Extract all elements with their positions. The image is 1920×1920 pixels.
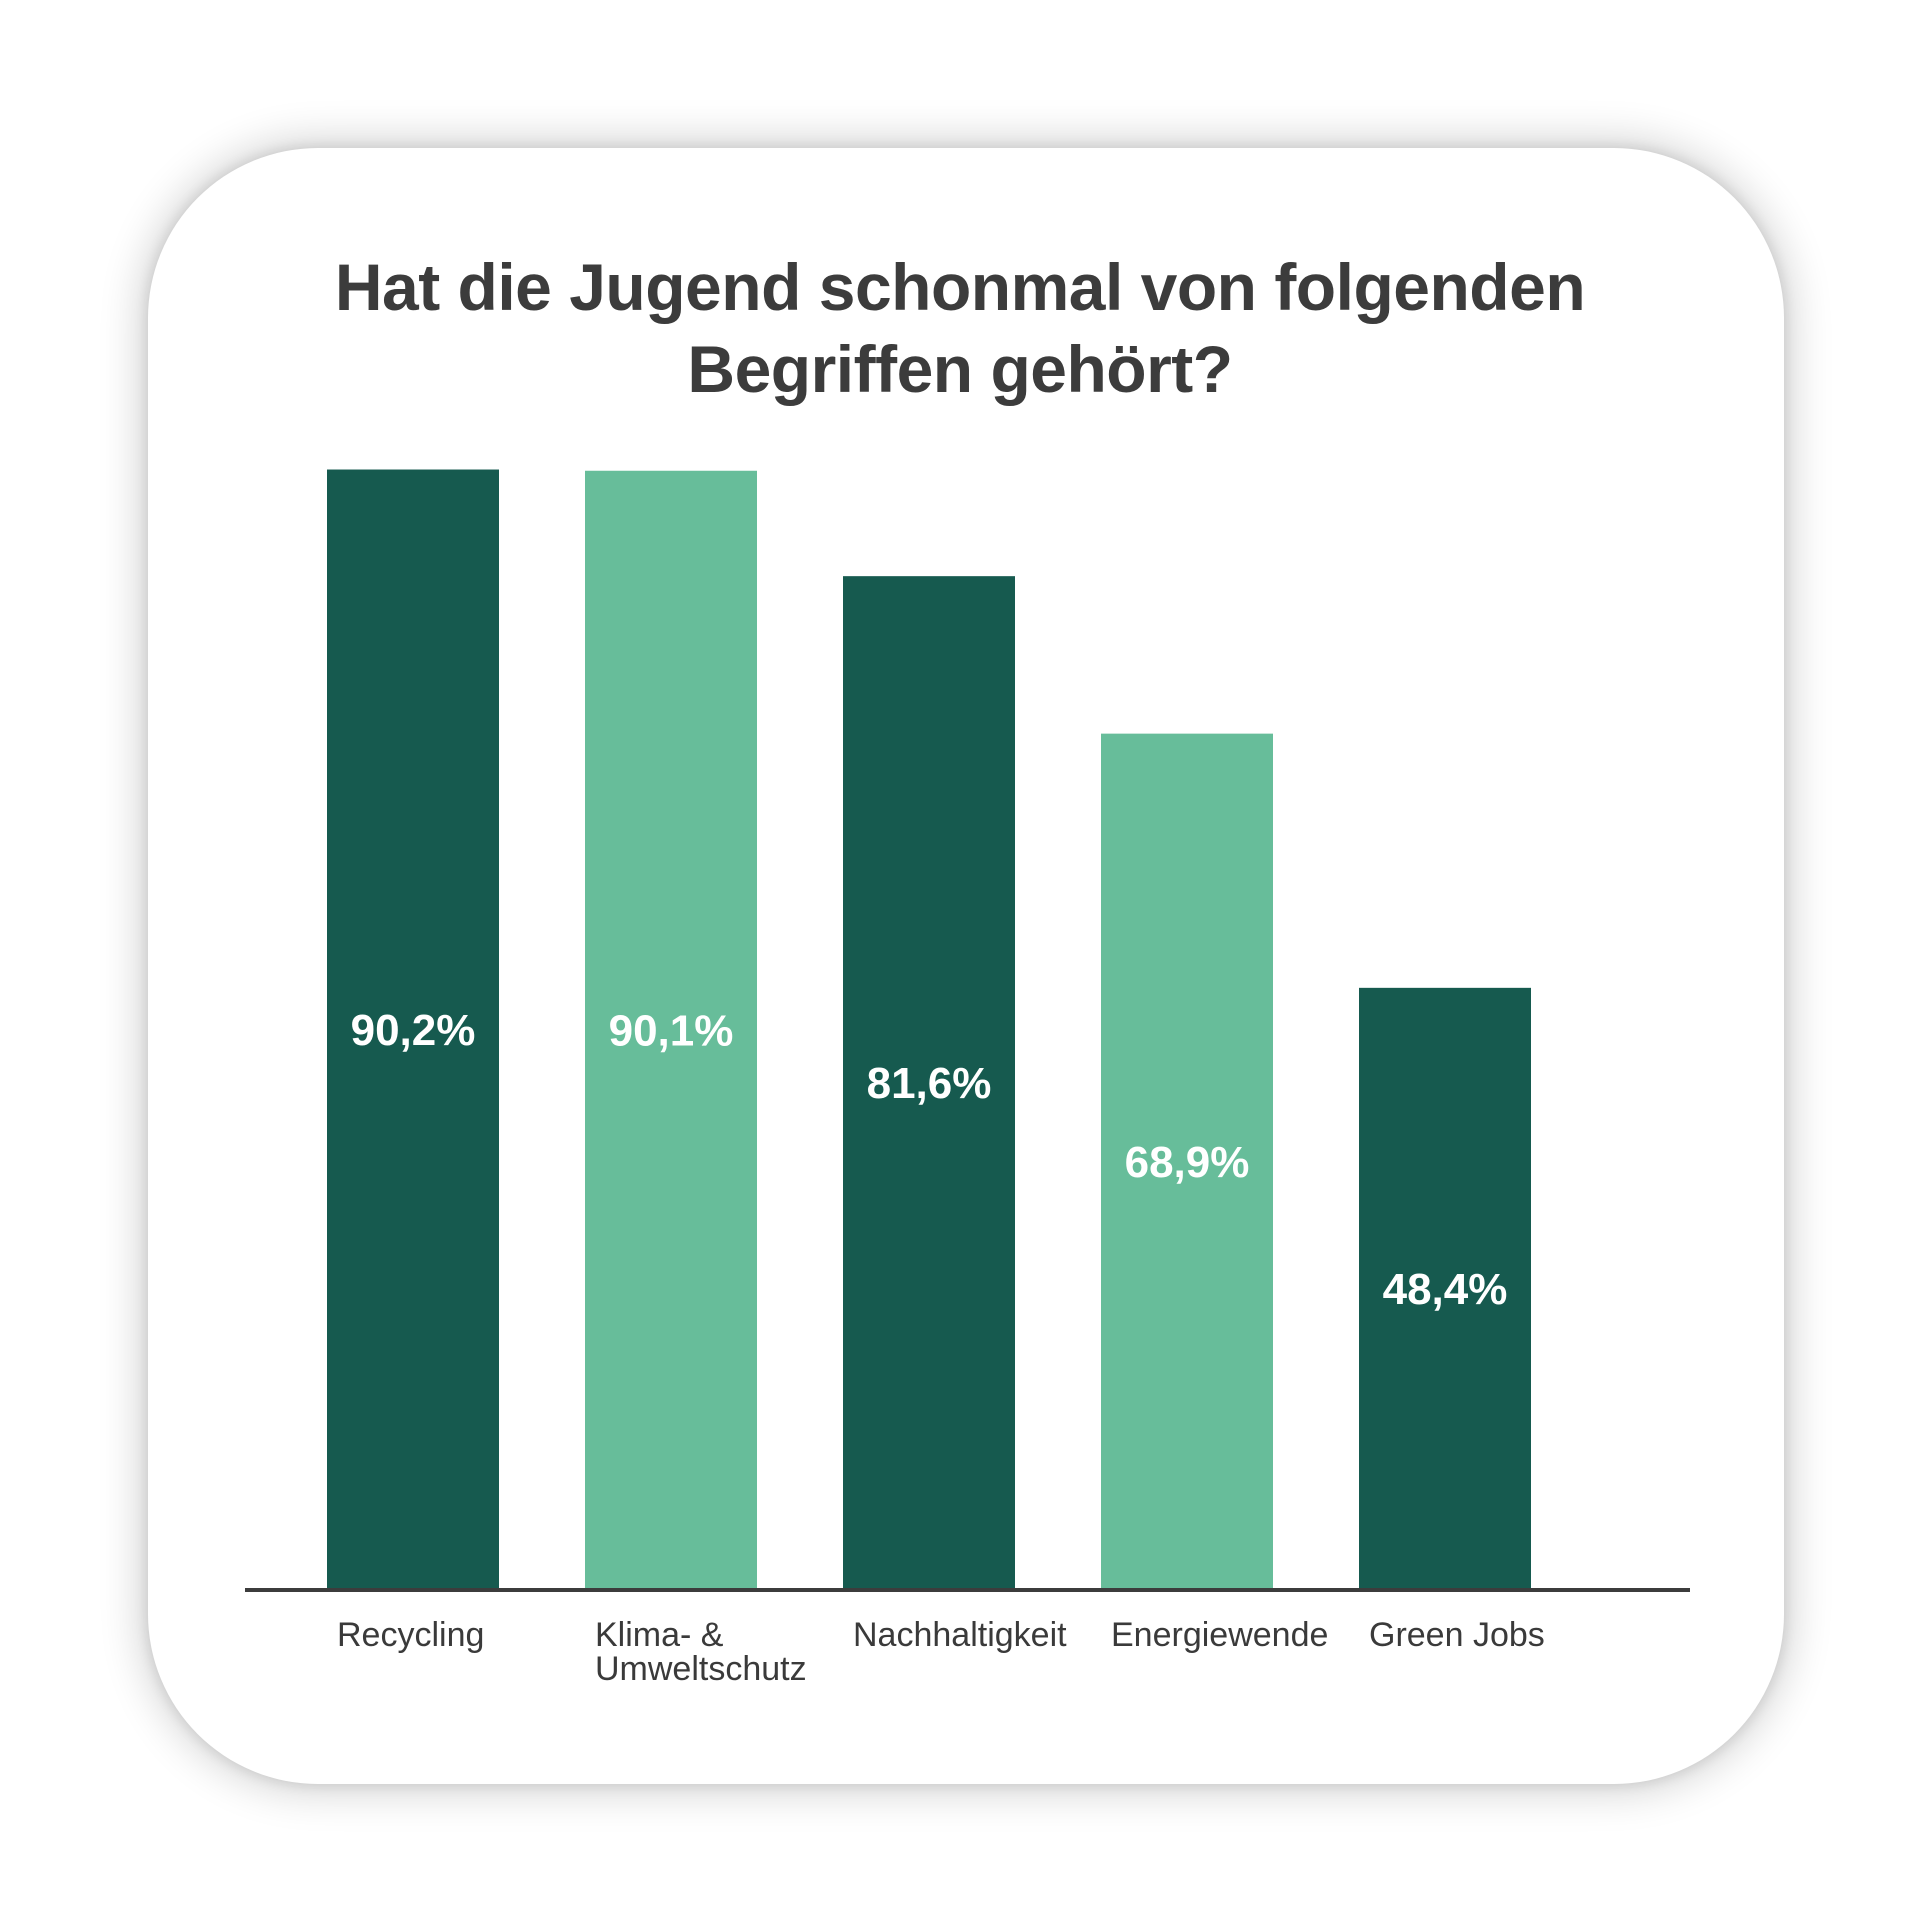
bar-value-label-1: 90,2% [351,1006,476,1055]
bars-group: 90,2% 90,1% 81,6% 68,9% 48,4% [327,469,1531,1588]
bar-value-label-4: 68,9% [1125,1138,1250,1187]
bar-1 [327,469,499,1588]
bar-value-label-5: 48,4% [1383,1265,1508,1314]
category-label-2-line-2: Umweltschutz [595,1650,807,1688]
bar-2 [585,470,757,1588]
chart-title: Hat die Jugend schonmal von folgenden Be… [334,250,1586,406]
bar-5 [1359,987,1531,1588]
category-label-2-line-1: Klima- & [595,1616,724,1654]
bar-value-label-2: 90,1% [609,1006,734,1055]
bar-value-label-3: 81,6% [867,1059,992,1108]
bar-4 [1101,733,1273,1588]
category-labels-group: Recycling Klima- &Umweltschutz Nachhaltigk… [337,1616,1545,1688]
category-label-5: Green Jobs [1369,1616,1545,1654]
bar-3 [843,576,1015,1588]
category-label-1: Recycling [337,1616,484,1654]
category-label-4: Energiewende [1111,1616,1328,1654]
category-label-3: Nachhaltigkeit [853,1616,1067,1654]
